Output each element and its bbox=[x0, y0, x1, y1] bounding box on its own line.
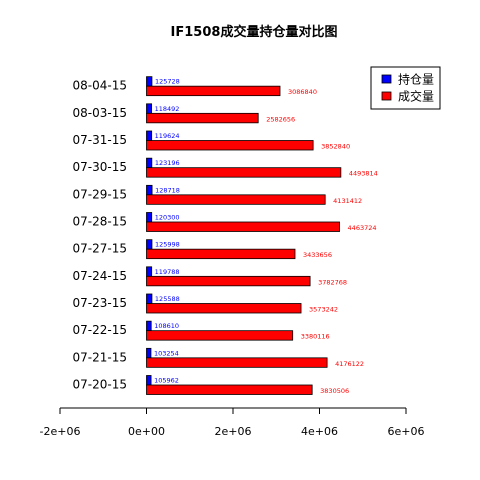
data-label-volume: 3830506 bbox=[320, 387, 349, 395]
category-label: 07-21-15 bbox=[73, 350, 127, 364]
data-label-volume: 3380116 bbox=[301, 333, 330, 341]
category-label: 07-20-15 bbox=[73, 378, 127, 392]
legend-box bbox=[370, 66, 441, 110]
bar-open-interest bbox=[146, 157, 153, 169]
legend-swatch-volume bbox=[381, 91, 392, 101]
bar-open-interest bbox=[146, 103, 153, 114]
data-label-open-interest: 119624 bbox=[155, 132, 180, 140]
category-label: 07-22-15 bbox=[73, 323, 127, 337]
bar-open-interest bbox=[146, 293, 153, 304]
data-label-volume: 3852840 bbox=[321, 143, 350, 151]
data-label-volume: 2582656 bbox=[266, 115, 295, 123]
x-tick-label: 4e+06 bbox=[301, 425, 338, 438]
legend-label-volume: 成交量 bbox=[398, 89, 434, 104]
bar-volume bbox=[146, 194, 326, 205]
bar-open-interest bbox=[146, 375, 152, 386]
data-label-volume: 4493814 bbox=[349, 170, 378, 178]
category-label: 07-29-15 bbox=[73, 187, 127, 201]
data-label-open-interest: 125998 bbox=[155, 241, 180, 249]
category-label: 07-24-15 bbox=[73, 269, 127, 283]
bar-volume bbox=[146, 221, 340, 232]
data-label-volume: 3782768 bbox=[318, 278, 347, 286]
data-label-open-interest: 120300 bbox=[155, 214, 180, 222]
category-label: 07-31-15 bbox=[73, 133, 127, 147]
bar-volume bbox=[146, 140, 314, 151]
data-label-volume: 3573242 bbox=[309, 306, 338, 314]
category-label: 07-28-15 bbox=[73, 215, 127, 229]
data-label-open-interest: 125588 bbox=[155, 295, 180, 303]
x-tick-label: 6e+06 bbox=[388, 425, 425, 438]
x-tick-label: 2e+06 bbox=[215, 425, 252, 438]
plot-area: 105962 3830506 103254 4176122 108610 3380116 1… bbox=[146, 76, 378, 395]
bar-volume bbox=[146, 357, 328, 368]
x-tick-label: -2e+06 bbox=[40, 425, 81, 438]
bar-open-interest bbox=[146, 130, 153, 141]
data-label-volume: 3433656 bbox=[303, 251, 332, 259]
data-label-open-interest: 108610 bbox=[154, 322, 179, 330]
legend-swatch-open-interest bbox=[381, 74, 392, 84]
x-axis: -2e+06 0e+00 2e+06 4e+06 6e+06 bbox=[40, 407, 425, 438]
data-label-volume: 4463724 bbox=[348, 224, 377, 232]
data-label-open-interest: 128718 bbox=[155, 186, 180, 194]
data-label-open-interest: 123196 bbox=[155, 159, 180, 167]
bar-volume bbox=[146, 167, 342, 178]
bar-volume bbox=[146, 85, 281, 97]
category-label: 08-04-15 bbox=[73, 79, 127, 93]
chart-title: IF1508成交量持仓量对比图 bbox=[171, 24, 338, 40]
data-label-open-interest: 119788 bbox=[155, 268, 180, 276]
data-label-volume: 3086840 bbox=[288, 88, 317, 96]
bar-volume bbox=[146, 112, 259, 124]
bar-open-interest bbox=[146, 266, 153, 277]
bar-open-interest bbox=[146, 184, 153, 196]
legend: 持仓量 成交量 bbox=[370, 66, 441, 110]
bar-volume bbox=[146, 275, 311, 287]
bar-volume bbox=[146, 303, 302, 314]
bar-open-interest bbox=[146, 212, 153, 223]
data-label-open-interest: 118492 bbox=[155, 105, 180, 113]
bar-open-interest bbox=[146, 320, 152, 332]
category-label: 07-23-15 bbox=[73, 296, 127, 310]
y-axis: 07-20-15 07-21-15 07-22-15 07-23-15 07-24-15… bbox=[73, 79, 127, 392]
category-label: 07-30-15 bbox=[73, 160, 127, 174]
legend-label-open-interest: 持仓量 bbox=[398, 72, 434, 87]
bar-open-interest bbox=[146, 239, 153, 250]
bar-open-interest bbox=[146, 76, 153, 87]
data-label-volume: 4176122 bbox=[335, 360, 364, 368]
bar-open-interest bbox=[146, 347, 152, 359]
category-label: 08-03-15 bbox=[73, 106, 127, 120]
bar-volume bbox=[146, 330, 294, 341]
bar-volume bbox=[146, 384, 313, 395]
x-tick-label: 0e+00 bbox=[128, 425, 165, 438]
bar-volume bbox=[146, 248, 296, 260]
data-label-open-interest: 125728 bbox=[155, 78, 180, 86]
category-label: 07-27-15 bbox=[73, 242, 127, 256]
data-label-open-interest: 105962 bbox=[154, 377, 179, 385]
data-label-volume: 4131412 bbox=[333, 197, 362, 205]
data-label-open-interest: 103254 bbox=[154, 349, 179, 357]
